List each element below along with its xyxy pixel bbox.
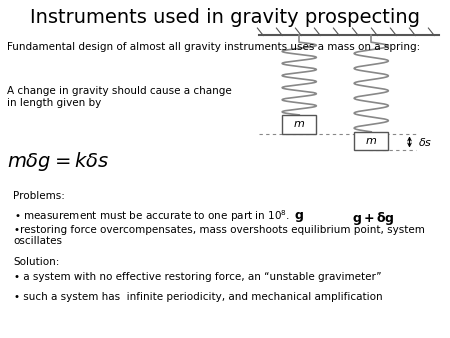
Text: $m$: $m$ [365, 136, 377, 146]
Text: $m$: $m$ [293, 119, 305, 129]
Text: Instruments used in gravity prospecting: Instruments used in gravity prospecting [30, 8, 420, 27]
Text: •restoring force overcompensates, mass overshoots equilibrium point, system
osci: •restoring force overcompensates, mass o… [14, 225, 424, 246]
Text: $m\delta g = k\delta s$: $m\delta g = k\delta s$ [7, 150, 109, 173]
Text: $\mathbf{g}$: $\mathbf{g}$ [294, 210, 304, 223]
Text: Solution:: Solution: [14, 257, 60, 267]
Text: • measurement must be accurate to one part in 10$^{8}$.: • measurement must be accurate to one pa… [14, 208, 289, 224]
Text: $\delta s$: $\delta s$ [418, 136, 432, 148]
Text: $\mathbf{g+\delta g}$: $\mathbf{g+\delta g}$ [352, 210, 395, 226]
Text: Problems:: Problems: [14, 191, 65, 201]
Text: A change in gravity should cause a change
in length given by: A change in gravity should cause a chang… [7, 86, 231, 108]
Text: • such a system has  infinite periodicity, and mechanical amplification: • such a system has infinite periodicity… [14, 292, 382, 303]
Bar [355, 132, 388, 150]
Bar [283, 115, 316, 134]
Text: • a system with no effective restoring force, an “unstable gravimeter”: • a system with no effective restoring f… [14, 272, 381, 282]
Text: Fundamental design of almost all gravity instruments uses a mass on a spring:: Fundamental design of almost all gravity… [7, 42, 420, 52]
